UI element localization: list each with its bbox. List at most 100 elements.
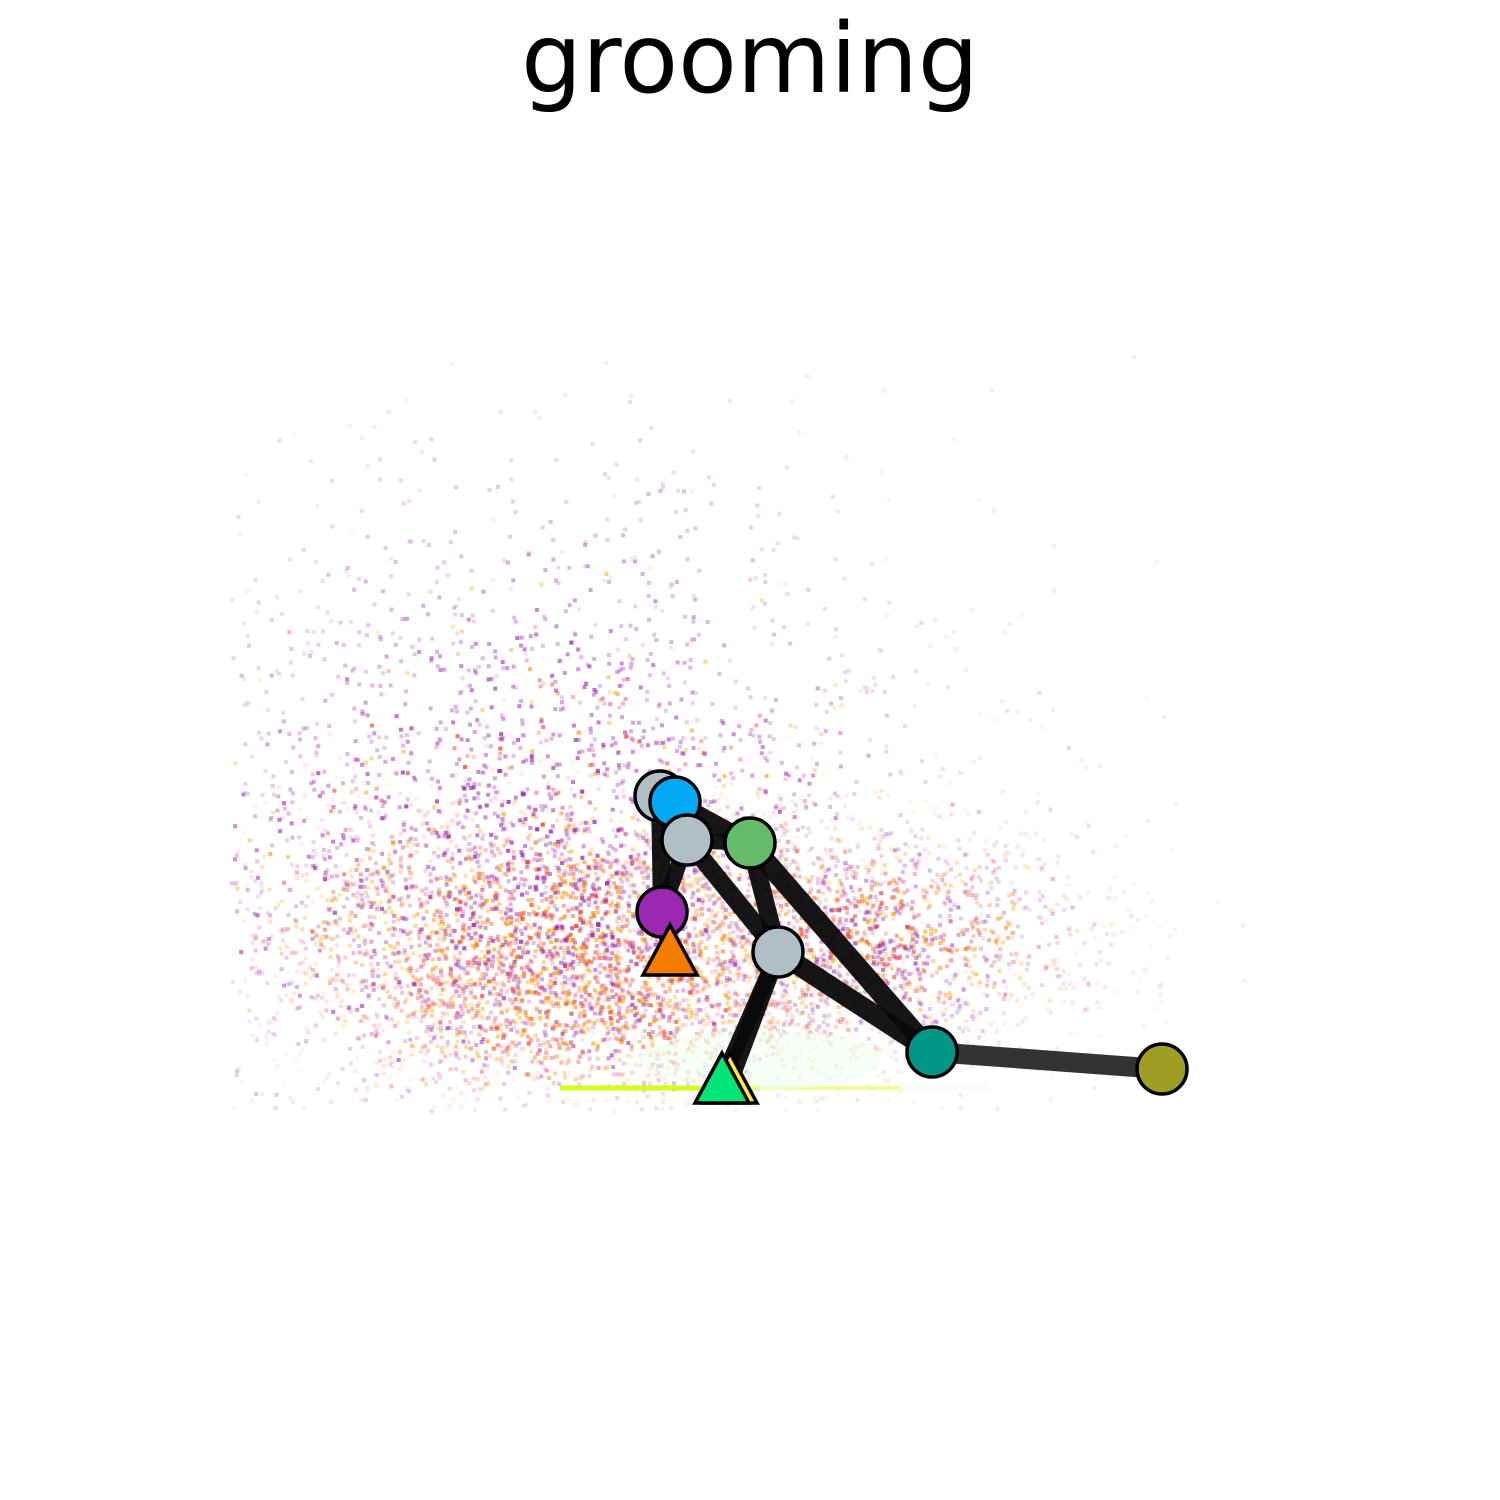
density-speck	[498, 751, 502, 756]
density-speck	[435, 799, 439, 804]
density-speck	[614, 984, 619, 989]
density-speck	[641, 955, 646, 960]
density-speck	[779, 849, 783, 854]
density-speck	[563, 1002, 568, 1007]
density-speck	[702, 876, 706, 881]
density-speck	[733, 705, 738, 710]
density-speck	[512, 963, 516, 968]
density-speck	[802, 799, 807, 804]
density-speck	[712, 792, 717, 797]
density-speck	[481, 986, 485, 991]
density-speck	[823, 875, 828, 879]
density-speck	[545, 754, 550, 759]
density-speck	[421, 1014, 425, 1019]
density-speck	[634, 961, 639, 966]
density-speck	[610, 935, 615, 940]
density-speck	[564, 1061, 569, 1066]
density-speck	[390, 1060, 395, 1064]
density-speck	[705, 937, 710, 942]
density-speck	[491, 938, 495, 943]
density-speck	[499, 955, 504, 960]
density-speck	[564, 816, 568, 821]
density-speck	[396, 950, 401, 955]
density-speck	[538, 999, 543, 1004]
density-speck	[578, 917, 583, 922]
density-speck	[838, 839, 843, 844]
density-speck	[502, 697, 507, 702]
density-speck	[647, 954, 652, 959]
density-speck	[787, 735, 792, 740]
density-speck	[922, 969, 927, 974]
density-speck	[964, 851, 969, 856]
density-speck	[642, 1029, 647, 1033]
density-speck	[615, 783, 620, 788]
density-speck	[328, 855, 332, 860]
density-speck	[320, 995, 325, 1000]
density-speck	[423, 940, 428, 945]
density-speck	[508, 915, 513, 920]
density-speck	[412, 982, 417, 987]
density-speck	[690, 988, 695, 993]
density-speck	[359, 1019, 364, 1023]
density-speck	[571, 891, 576, 896]
density-speck	[453, 946, 458, 951]
density-speck	[516, 1005, 521, 1010]
density-speck	[993, 938, 998, 943]
density-speck	[548, 872, 552, 876]
density-speck	[401, 929, 406, 934]
density-speck	[700, 912, 705, 917]
density-speck	[925, 863, 930, 868]
density-speck	[440, 987, 445, 992]
density-speck	[1017, 976, 1022, 981]
density-speck	[506, 836, 511, 841]
density-speck	[774, 1006, 779, 1011]
density-speck	[520, 718, 525, 723]
density-speck	[630, 861, 635, 866]
density-speck	[823, 874, 828, 878]
density-speck	[504, 916, 509, 921]
density-speck	[736, 927, 741, 932]
density-speck	[921, 1023, 926, 1028]
density-speck	[551, 954, 556, 959]
density-speck	[654, 740, 659, 745]
density-speck	[939, 933, 944, 938]
density-speck	[800, 991, 805, 996]
density-speck	[551, 1003, 556, 1008]
density-speck	[513, 1021, 518, 1025]
density-speck	[538, 1018, 543, 1023]
density-speck	[742, 977, 746, 982]
density-speck	[367, 867, 372, 872]
density-speck	[896, 876, 901, 881]
density-speck	[1072, 981, 1077, 986]
density-speck	[546, 906, 551, 911]
density-speck	[581, 920, 585, 925]
density-speck	[384, 940, 389, 945]
density-speck	[843, 678, 848, 683]
density-speck	[713, 1026, 718, 1031]
density-speck	[504, 873, 509, 878]
density-speck	[364, 847, 369, 851]
density-speck	[416, 808, 421, 813]
density-speck	[412, 981, 417, 986]
density-speck	[463, 873, 468, 878]
density-speck	[819, 965, 824, 970]
density-speck	[344, 852, 349, 857]
density-speck	[785, 999, 790, 1004]
density-speck	[310, 968, 315, 972]
density-speck	[295, 875, 299, 880]
density-speck	[378, 684, 383, 688]
density-speck	[514, 925, 519, 930]
density-speck	[806, 1022, 811, 1027]
density-speck	[851, 869, 856, 874]
density-speck	[316, 924, 321, 929]
density-speck	[969, 876, 974, 881]
density-speck	[588, 762, 593, 767]
density-speck	[454, 799, 459, 804]
density-speck	[442, 935, 447, 940]
density-speck	[464, 1080, 469, 1085]
density-speck	[604, 1023, 609, 1028]
density-speck	[859, 1020, 864, 1025]
density-speck	[815, 957, 820, 962]
density-speck	[405, 932, 410, 936]
